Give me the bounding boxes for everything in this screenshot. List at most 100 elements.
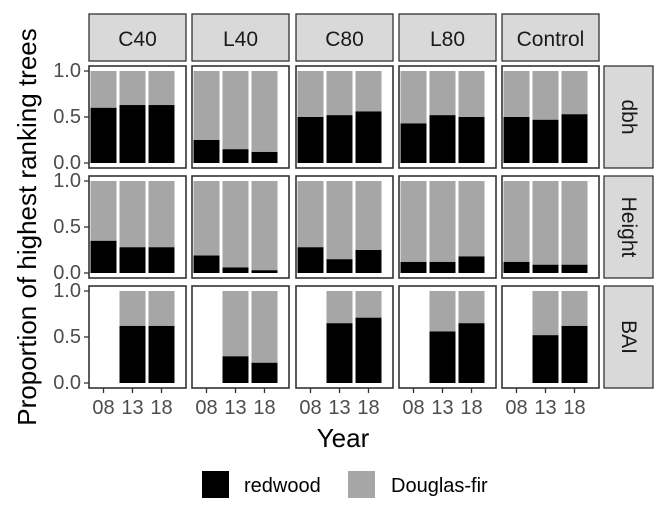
bar-redwood-18 — [561, 325, 588, 383]
bar-redwood-08 — [90, 240, 117, 273]
panel-bai-l80 — [398, 285, 497, 389]
legend: redwood Douglas-fir — [202, 471, 488, 498]
x-tick-label: 18 — [563, 397, 585, 419]
panel-bai-control — [501, 285, 600, 389]
strip-col-c80 — [295, 13, 394, 62]
bar-douglas-fir-13 — [119, 291, 146, 326]
x-axis-title: Year — [317, 423, 370, 453]
y-tick-label: 1.0 — [53, 60, 81, 82]
y-tick-label: 0.5 — [53, 326, 81, 348]
x-tick-label: 08 — [505, 397, 527, 419]
bar-redwood-13 — [532, 264, 559, 273]
bar-douglas-fir-13 — [532, 181, 559, 265]
bar-douglas-fir-18 — [355, 71, 382, 112]
strip-row-bai — [603, 285, 654, 389]
bar-douglas-fir-13 — [326, 181, 353, 260]
bar-redwood-18 — [355, 250, 382, 273]
panel-dbh-c40 — [88, 65, 187, 169]
panel-bai-c80 — [295, 285, 394, 389]
y-axis-title: Proportion of highest ranking trees — [12, 28, 42, 425]
bar-redwood-13 — [429, 261, 456, 273]
panel-height-c40 — [88, 175, 187, 279]
x-tick-label: 08 — [92, 397, 114, 419]
panel-border — [191, 65, 290, 169]
strip-col-l80 — [398, 13, 497, 62]
y-tick-label: 1.0 — [53, 280, 81, 302]
bar-redwood-18 — [251, 362, 278, 383]
bar-douglas-fir-18 — [251, 71, 278, 152]
strip-row-height — [603, 175, 654, 279]
bar-douglas-fir-18 — [458, 181, 485, 257]
bar-douglas-fir-13 — [429, 291, 456, 332]
bar-redwood-13 — [222, 356, 249, 383]
strip-col-l40 — [191, 13, 290, 62]
bar-redwood-13 — [222, 267, 249, 273]
bar-douglas-fir-13 — [119, 181, 146, 248]
panel-border — [191, 285, 290, 389]
bar-douglas-fir-13 — [222, 291, 249, 357]
strip-row-label-dbh: dbh — [617, 99, 640, 134]
bar-douglas-fir-18 — [251, 291, 278, 363]
strip-col-c40 — [88, 13, 187, 62]
bar-redwood-18 — [355, 111, 382, 163]
bar-redwood-13 — [429, 331, 456, 383]
bar-douglas-fir-13 — [532, 71, 559, 120]
y-axis-dbh: 0.0 0.5 1.0 — [53, 60, 89, 174]
x-tick-label: 18 — [253, 397, 275, 419]
bar-douglas-fir-18 — [561, 291, 588, 326]
bar-redwood-08 — [400, 123, 427, 163]
legend-label-douglas-fir: Douglas-fir — [391, 475, 488, 497]
x-tick-label: 13 — [431, 397, 453, 419]
bar-redwood-08 — [297, 117, 324, 163]
panel-dbh-l80 — [398, 65, 497, 169]
panel-border — [398, 175, 497, 279]
panel-border — [501, 175, 600, 279]
bar-douglas-fir-18 — [458, 291, 485, 324]
panel-dbh-c80 — [295, 65, 394, 169]
panel-dbh-control — [501, 65, 600, 169]
panel-height-l80 — [398, 175, 497, 279]
strip-col-label-l40: L40 — [223, 28, 258, 51]
bar-redwood-13 — [326, 259, 353, 273]
facet-strips: C40 L40 C80 L80 Control dbh Height BAI — [88, 13, 654, 389]
bar-douglas-fir-18 — [561, 71, 588, 115]
x-axis-l40: 08 13 18 — [195, 388, 276, 419]
bar-redwood-13 — [532, 335, 559, 383]
legend-label-redwood: redwood — [244, 475, 321, 497]
bar-douglas-fir-13 — [429, 181, 456, 262]
bar-redwood-13 — [119, 105, 146, 163]
panel-border — [398, 65, 497, 169]
bar-douglas-fir-18 — [148, 181, 175, 248]
bar-douglas-fir-08 — [90, 71, 117, 108]
panel-border — [295, 175, 394, 279]
x-tick-label: 13 — [121, 397, 143, 419]
y-tick-label: 1.0 — [53, 170, 81, 192]
y-tick-label: 0.0 — [53, 262, 81, 284]
bar-redwood-18 — [458, 117, 485, 163]
bar-redwood-08 — [193, 255, 220, 273]
bar-douglas-fir-08 — [193, 71, 220, 140]
strip-row-label-bai: BAI — [617, 320, 640, 354]
strip-col-label-c40: C40 — [118, 28, 157, 51]
y-tick-label: 0.0 — [53, 152, 81, 174]
bar-redwood-18 — [251, 151, 278, 163]
y-tick-label: 0.0 — [53, 372, 81, 394]
x-tick-label: 18 — [150, 397, 172, 419]
panel-border — [501, 65, 600, 169]
strip-col-label-c80: C80 — [325, 28, 364, 51]
y-tick-label: 0.5 — [53, 216, 81, 238]
panel-border — [295, 285, 394, 389]
x-axis-c80: 08 13 18 — [299, 388, 380, 419]
strip-row-dbh — [603, 65, 654, 169]
bar-redwood-13 — [326, 115, 353, 163]
bar-redwood-08 — [193, 140, 220, 163]
bar-redwood-13 — [119, 325, 146, 383]
strip-col-label-l80: L80 — [430, 28, 465, 51]
panel-height-l40 — [191, 175, 290, 279]
y-tick-label: 0.5 — [53, 106, 81, 128]
bar-redwood-08 — [503, 117, 530, 163]
bar-douglas-fir-08 — [90, 181, 117, 241]
bar-redwood-08 — [503, 261, 530, 273]
strip-col-label-control: Control — [517, 28, 585, 51]
